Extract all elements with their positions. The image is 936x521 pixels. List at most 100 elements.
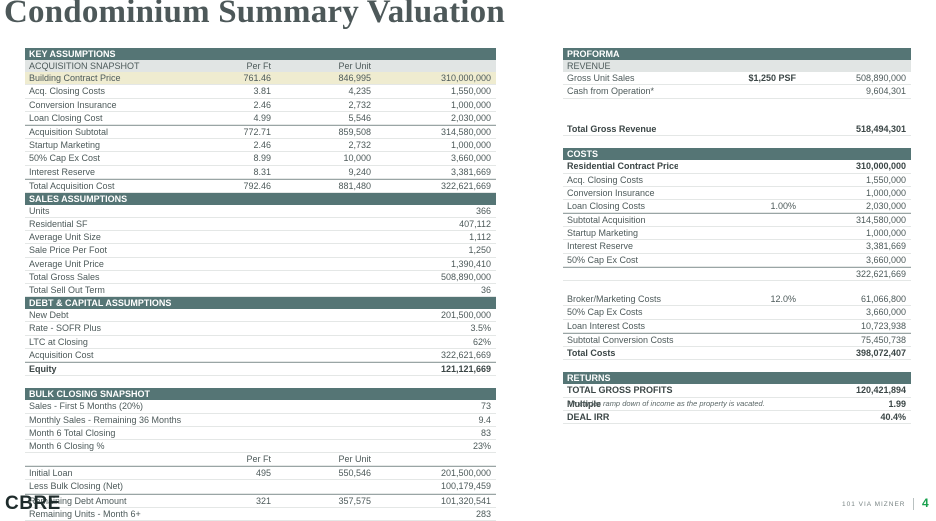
table-row: Total Acquisition Cost 792.46 881,480 32… — [25, 178, 496, 193]
table-row: Startup Marketing 1,000,000 — [563, 227, 911, 241]
table-row: Initial Loan 495 550,546 201,500,000 — [25, 466, 496, 481]
row-per-ft: 2.46 — [253, 140, 271, 151]
row-label: LTC at Closing — [29, 336, 88, 347]
row-label: TOTAL GROSS PROFITS — [567, 385, 673, 396]
row-per-ft: 321 — [255, 495, 271, 506]
row-label: Broker/Marketing Costs — [567, 294, 662, 305]
row-value: 366 — [475, 205, 491, 216]
row-label: Total Gross Revenue — [567, 123, 657, 134]
row-per-unit: 9,240 — [348, 166, 371, 177]
table-row: Total Costs 398,072,407 — [563, 347, 911, 361]
row-value: 3.5% — [470, 323, 491, 334]
table-row: 50% Cap Ex Cost 8.99 10,000 3,660,000 — [25, 152, 496, 166]
row-value: 10,723,938 — [860, 320, 906, 331]
row-label: Multiple — [567, 398, 601, 409]
spacer — [563, 136, 911, 148]
col-header-per-ft: Per Ft — [246, 61, 271, 71]
table-row: Units 366 — [25, 205, 496, 219]
row-value: 40.4% — [880, 411, 906, 422]
table-row: 322,621,669 — [563, 266, 911, 281]
right-proforma-panel: PROFORMA REVENUE Gross Unit Sales $1,250… — [563, 48, 911, 424]
row-value: 1,000,000 — [865, 187, 906, 198]
row-label: New Debt — [29, 310, 69, 321]
proforma-title: PROFORMA — [567, 48, 620, 59]
row-label: Rate - SOFR Plus — [29, 323, 102, 334]
row-per-unit: 10,000 — [343, 153, 371, 164]
table-row: Interest Reserve 3,381,669 — [563, 240, 911, 254]
row-label: Conversion Insurance — [29, 99, 117, 110]
row-total: 3,660,000 — [450, 153, 491, 164]
spacer — [563, 99, 911, 111]
row-label: Remaining Units - Month 6+ — [29, 508, 141, 519]
costs-title: COSTS — [567, 149, 599, 160]
row-label: Initial Loan — [29, 468, 73, 479]
row-label: Sale Price Per Foot — [29, 245, 108, 256]
table-row: Acq. Closing Costs 3.81 4,235 1,550,000 — [25, 85, 496, 99]
row-per-ft: 2.46 — [253, 99, 271, 110]
row-label: Loan Closing Cost — [29, 112, 103, 123]
row-label: Total Costs — [567, 347, 616, 358]
row-label: Building Contract Price — [29, 73, 121, 84]
row-label: Subtotal Acquisition — [567, 215, 646, 226]
row-value: 1,550,000 — [865, 174, 906, 185]
row-rate: $1,250 PSF — [748, 73, 796, 84]
table-row: Sales - First 5 Months (20%) 73 — [25, 400, 496, 414]
row-rate: 12.0% — [770, 294, 796, 305]
returns-header: RETURNS — [563, 372, 911, 385]
table-row: Average Unit Size 1,112 — [25, 231, 496, 245]
row-label: 50% Cap Ex Cost — [567, 254, 639, 265]
row-label: Average Unit Size — [29, 232, 101, 243]
row-value: 310,000,000 — [855, 161, 906, 172]
row-value: 1,390,410 — [450, 258, 491, 269]
row-rate: 1.00% — [770, 200, 796, 211]
row-value: 83 — [480, 427, 491, 438]
row-label: Acq. Closing Costs — [567, 174, 644, 185]
row-label: Interest Reserve — [29, 166, 96, 177]
row-per-unit: 881,480 — [338, 180, 371, 191]
sales-assumptions-header: SALES ASSUMPTIONS — [25, 192, 496, 205]
row-label: Equity — [29, 363, 57, 374]
row-label: Units — [29, 205, 50, 216]
row-value: 121,121,669 — [440, 363, 491, 374]
row-total: 283 — [475, 508, 491, 519]
key-assumptions-header: KEY ASSUMPTIONS — [25, 48, 496, 60]
row-label: Interest Reserve — [567, 241, 634, 252]
table-row: LTC at Closing 62% — [25, 336, 496, 349]
row-label: Residential Contract Price — [567, 161, 679, 172]
row-total: 310,000,000 — [440, 73, 491, 84]
row-total: 3,381,669 — [450, 166, 491, 177]
table-row: Acquisition Cost 322,621,669 — [25, 349, 496, 362]
row-total: 314,580,000 — [440, 126, 491, 137]
table-row: Sale Price Per Foot 1,250 — [25, 244, 496, 258]
table-row: Rate - SOFR Plus 3.5% — [25, 322, 496, 336]
page-title: Condominium Summary Valuation — [4, 0, 505, 30]
row-label: Conversion Insurance — [567, 187, 655, 198]
table-row: Loan Closing Cost 4.99 5,546 2,030,000 — [25, 112, 496, 125]
row-value: 73 — [480, 401, 491, 412]
table-row: Remaining Debt Amount 321 357,575 101,32… — [25, 493, 496, 508]
table-row: Conversion Insurance 1,000,000 — [563, 187, 911, 200]
row-value: 75,450,738 — [860, 334, 906, 345]
footer-property-name: 101 VIA MIZNER — [842, 501, 906, 508]
debt-capital-title: DEBT & CAPITAL ASSUMPTIONS — [29, 298, 172, 309]
acquisition-snapshot-subheader: ACQUISITION SNAPSHOT Per Ft Per Unit — [25, 60, 496, 73]
row-value: 1,250 — [468, 245, 491, 256]
row-value: 23% — [472, 440, 491, 451]
spacer — [563, 281, 911, 293]
costs-header: COSTS — [563, 148, 911, 161]
row-per-unit: 2,732 — [348, 99, 371, 110]
total-revenue-row: Total Gross Revenue 518,494,301 — [563, 123, 911, 137]
row-value: 508,890,000 — [855, 73, 906, 84]
row-label: Month 6 Closing % — [29, 440, 105, 451]
row-per-ft: 3.81 — [253, 86, 271, 97]
row-label: Subtotal Conversion Costs — [567, 334, 674, 345]
row-total: 201,500,000 — [440, 468, 491, 479]
bulk-closing-title: BULK CLOSING SNAPSHOT — [29, 389, 151, 400]
row-per-unit: 859,508 — [338, 126, 371, 137]
page-number: 4 — [922, 496, 929, 510]
row-total: 1,550,000 — [450, 86, 491, 97]
row-label: Total Acquisition Cost — [29, 180, 115, 191]
row-value: 1.99 — [888, 398, 906, 409]
row-total: 322,621,669 — [440, 180, 491, 191]
col-header-per-unit: Per Unit — [338, 454, 371, 465]
